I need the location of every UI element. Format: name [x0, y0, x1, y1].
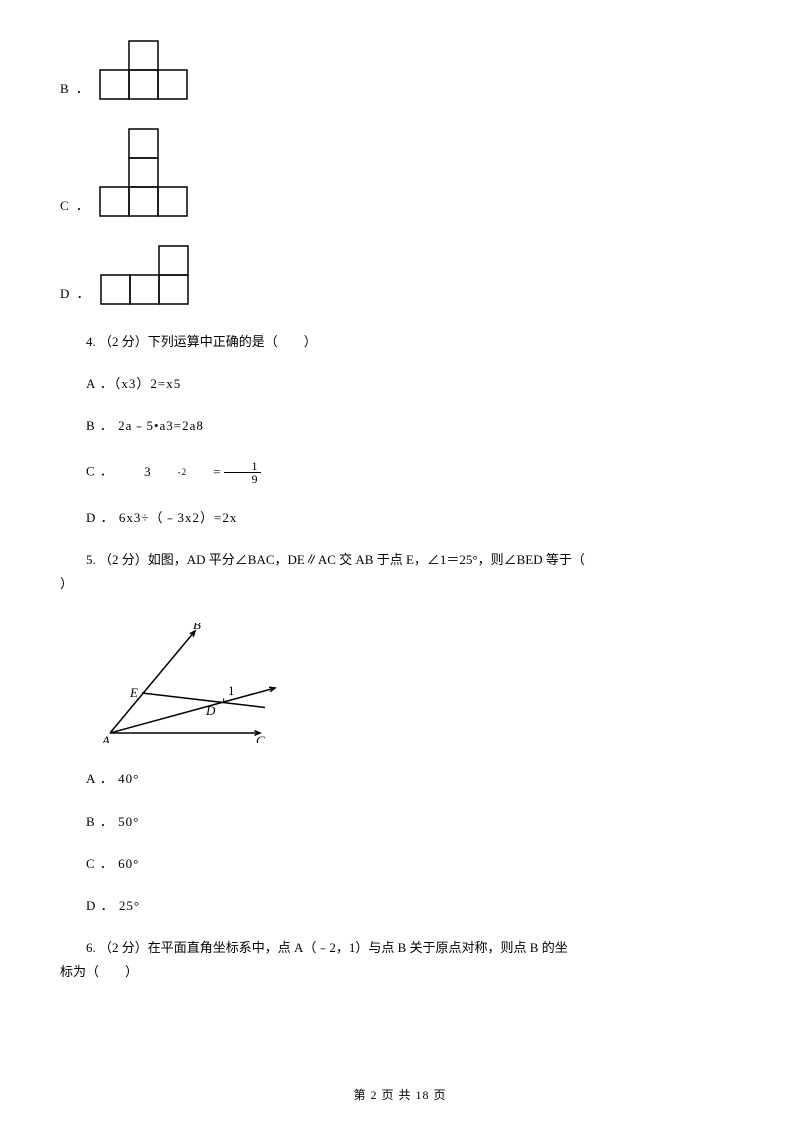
option-d-row: D ． — [60, 245, 740, 305]
q5-option-b: B ． 50° — [60, 813, 740, 831]
question-6: 6. （2 分）在平面直角坐标系中，点 A（﹣2，1）与点 B 关于原点对称，则… — [60, 939, 740, 981]
q4c-base: 3 — [118, 463, 152, 481]
q4c-eq: = — [187, 463, 221, 481]
q5-option-a: A ． 40° — [60, 770, 740, 788]
q4c-fraction: 1 9 — [224, 460, 261, 485]
option-b-row: B ． — [60, 40, 740, 100]
cube-net-d — [100, 245, 189, 305]
question-5: 5. （2 分）如图，AD 平分∠BAC，DE∥AC 交 AB 于点 E，∠1＝… — [60, 551, 740, 593]
option-d-label: D ． — [60, 285, 92, 305]
q4c-exp: -2 — [152, 466, 188, 479]
q5-option-d: D ． 25° — [60, 897, 740, 915]
q5-line1: 5. （2 分）如图，AD 平分∠BAC，DE∥AC 交 AB 于点 E，∠1＝… — [60, 551, 740, 569]
q4c-prefix: C ． — [86, 463, 114, 478]
q6-line1: 6. （2 分）在平面直角坐标系中，点 A（﹣2，1）与点 B 关于原点对称，则… — [60, 939, 740, 957]
q5-option-c: C ． 60° — [60, 855, 740, 873]
svg-text:B: B — [193, 623, 201, 632]
svg-text:A: A — [101, 733, 110, 743]
q4-option-a: A ．（x3）2=x5 — [60, 375, 740, 393]
option-c-row: C ． — [60, 128, 740, 217]
svg-text:C: C — [256, 733, 265, 743]
q4-option-b: B ． 2a﹣5•a3=2a8 — [60, 417, 740, 435]
q4c-den: 9 — [224, 473, 261, 485]
svg-text:1: 1 — [228, 683, 235, 698]
cube-net-b — [99, 40, 188, 100]
q4c-expression: 3-2 = 1 9 — [118, 460, 260, 485]
svg-text:E: E — [129, 685, 138, 700]
q4-option-d: D ． 6x3÷（﹣3x2）=2x — [60, 509, 740, 527]
page-footer: 第 2 页 共 18 页 — [0, 1087, 800, 1104]
q5-figure: A B C E D1 — [100, 623, 280, 743]
svg-text:D: D — [205, 703, 216, 718]
q4-option-c: C ． 3-2 = 1 9 — [60, 460, 740, 485]
question-4: 4. （2 分）下列运算中正确的是（ ） — [60, 333, 740, 351]
q5-line2: ） — [60, 575, 740, 593]
q4c-num: 1 — [224, 460, 261, 473]
q6-line2: 标为（ ） — [60, 963, 740, 981]
option-c-label: C ． — [60, 197, 91, 217]
option-b-label: B ． — [60, 80, 91, 100]
cube-net-c — [99, 128, 188, 217]
